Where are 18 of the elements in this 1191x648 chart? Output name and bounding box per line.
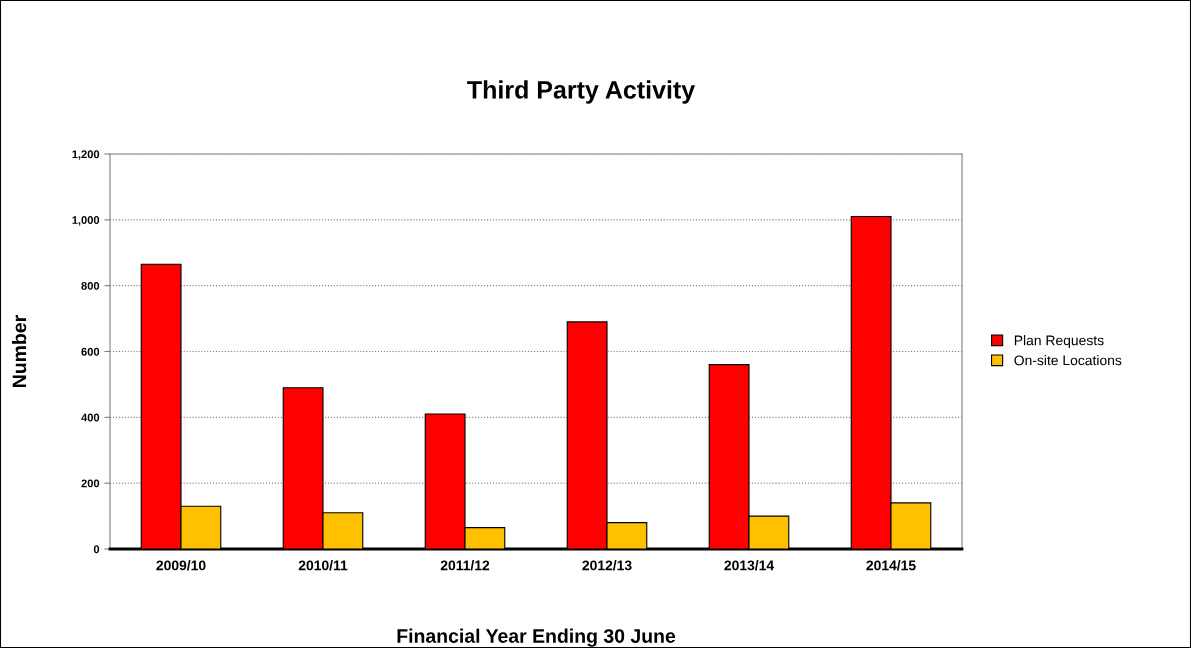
x-tick-label: 2011/12 <box>440 560 490 571</box>
y-axis-title: Number <box>11 315 27 387</box>
chart-title: Third Party Activity <box>467 80 696 104</box>
x-tick-label: 2010/11 <box>298 560 348 571</box>
x-tick-label: 2013/14 <box>724 560 775 571</box>
y-tick-label: 400 <box>81 413 100 422</box>
y-tick-label: 200 <box>81 479 100 488</box>
x-axis-title: Financial Year Ending 30 June <box>397 628 676 647</box>
y-tick-label: 0 <box>93 545 100 554</box>
x-tick-label: 2014/15 <box>866 560 916 571</box>
legend-label: Plan Requests <box>1014 335 1104 349</box>
x-tick-label: 2009/10 <box>156 560 206 571</box>
y-tick-label: 1,200 <box>72 150 100 160</box>
y-tick-label: 1,000 <box>72 216 100 226</box>
x-tick-label: 2012/13 <box>582 560 632 571</box>
y-tick-label: 800 <box>81 281 100 290</box>
y-tick-label: 600 <box>81 347 100 356</box>
legend-label: On-site Locations <box>1014 355 1122 366</box>
